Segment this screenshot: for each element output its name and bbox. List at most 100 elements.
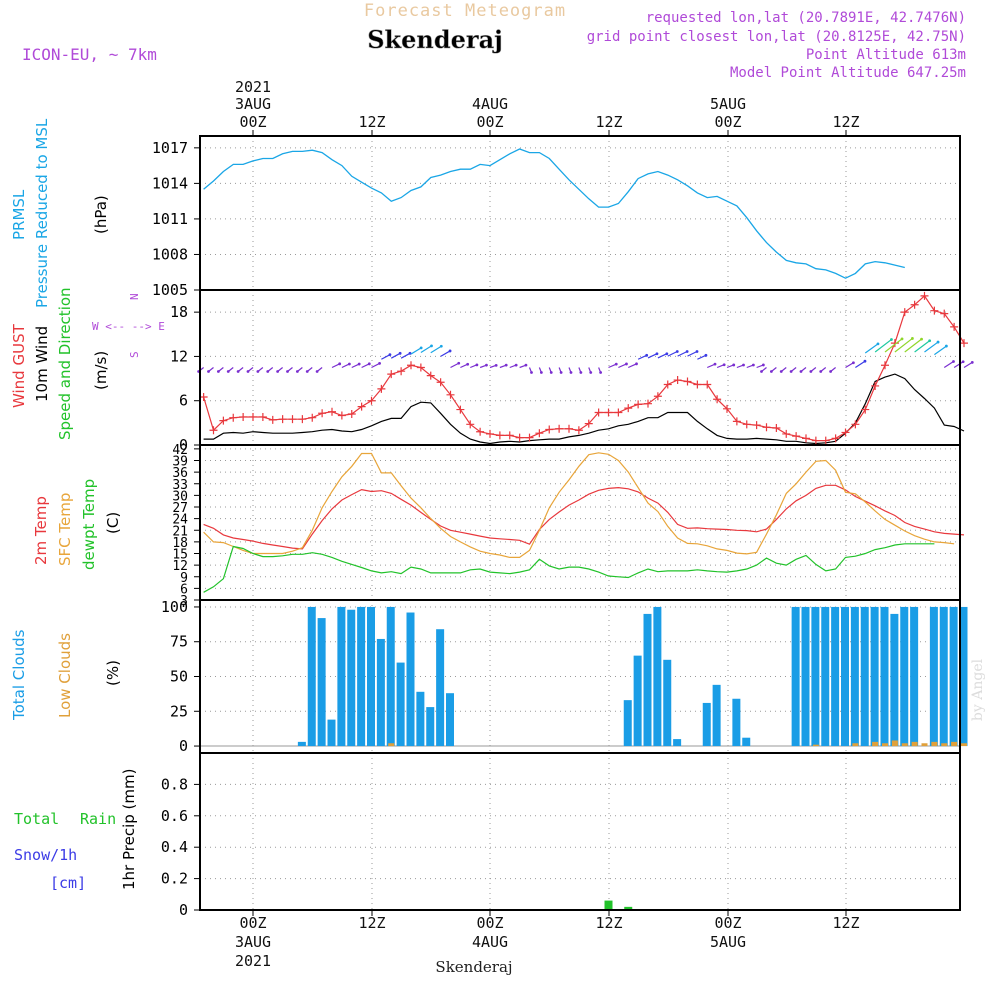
total-cloud-bar — [663, 659, 672, 747]
y-tick-label: 30 — [172, 489, 188, 504]
y-tick-label: 6 — [180, 582, 188, 597]
gust-marker — [584, 419, 593, 428]
gust-marker — [545, 425, 554, 434]
gust-marker — [663, 380, 672, 389]
wind-arrow-head — [920, 337, 923, 341]
bottom-year-label: 2021 — [235, 952, 271, 970]
gust-marker — [732, 417, 741, 426]
wind-arrow-head — [928, 339, 932, 343]
gust-marker — [782, 429, 791, 438]
gust-marker — [565, 424, 573, 433]
low-cloud-bar — [911, 741, 918, 747]
low-cloud-bar — [388, 743, 395, 747]
total-cloud-bar — [880, 606, 889, 747]
low-cloud-bar — [852, 743, 859, 747]
wind-arrow — [667, 350, 678, 357]
precip-total-label: Total — [14, 810, 59, 828]
wind-arrow-head — [819, 370, 823, 373]
wind-arrow-head — [829, 370, 833, 373]
total-cloud-bar — [870, 606, 879, 747]
total-cloud-bar — [959, 606, 968, 747]
wind-arrow — [855, 360, 866, 369]
y-tick-label: 100 — [161, 598, 188, 616]
y-tick-label: 1014 — [152, 174, 188, 192]
wind-arrow-head — [295, 370, 299, 373]
gust-marker — [653, 392, 662, 401]
wind-arrow-head — [751, 363, 755, 367]
compass-we: W <-- --> E — [92, 320, 165, 333]
sfc-temp-line — [203, 452, 955, 559]
wind-unit: (m/s) — [92, 351, 110, 390]
gust-marker — [367, 396, 376, 405]
y-tick-label: 15 — [172, 548, 188, 563]
gust-marker — [268, 415, 277, 424]
wind-arrow-head — [863, 359, 867, 363]
y-tick-label: 50 — [170, 668, 188, 686]
gust-marker — [229, 413, 238, 422]
pressure-side-labels: PRMSL Pressure Reduced to MSL (hPa) — [10, 118, 110, 308]
gust-marker — [614, 408, 623, 417]
low-cloud-bar — [872, 741, 879, 747]
wind-side-labels: Wind GUST 10m Wind Speed and Direction (… — [10, 287, 165, 440]
wind-arrow-head — [952, 360, 955, 363]
bottom-time-axis: 00Z 12Z 00Z 12Z 00Z 12Z 3AUG 4AUG 5AUG 2… — [235, 914, 860, 970]
total-cloud-bar — [821, 606, 830, 747]
wind-arrow — [963, 361, 973, 369]
wind-arrow-head — [419, 346, 423, 350]
low-cloud-bar — [921, 743, 928, 747]
wind-gust-line — [203, 294, 965, 442]
wind-arrow-head — [226, 370, 230, 373]
y-tick-label: 39 — [172, 455, 188, 470]
pressure-line — [203, 148, 905, 279]
gust-marker — [476, 427, 485, 436]
wind-arrow-head — [514, 363, 518, 367]
wind-arrow — [884, 338, 903, 353]
low-cloud-bar — [941, 743, 948, 747]
gust-marker — [555, 424, 564, 433]
total-cloud-bar — [929, 606, 938, 747]
pressure-unit: (hPa) — [92, 195, 110, 234]
footer-location: Skenderaj — [435, 958, 512, 976]
wind-arrow-head — [457, 361, 461, 365]
gust-marker — [861, 405, 870, 414]
gust-marker — [871, 381, 880, 390]
wind-arrow — [390, 352, 401, 359]
y-tick-label: 24 — [172, 513, 188, 528]
plot-layer: 1017101410111008100518126042393633302724… — [152, 130, 974, 919]
gust-marker — [634, 400, 643, 409]
temp-unit: (C) — [104, 512, 122, 534]
total-cloud-bar — [633, 655, 642, 747]
wind-arrow — [707, 363, 716, 369]
total-cloud-bar — [949, 606, 958, 747]
wind-arrow-head — [589, 371, 593, 374]
wind-arrow-head — [579, 371, 583, 374]
wind-arrow-head — [246, 370, 250, 373]
gust-marker — [466, 420, 475, 429]
wind-arrow — [924, 341, 939, 353]
wind-arrow-head — [530, 371, 533, 374]
dewpt-line — [203, 543, 935, 593]
gust-marker — [900, 308, 909, 317]
wind-arrow — [914, 340, 930, 353]
y-tick-label: 75 — [170, 633, 188, 651]
total-cloud-bar — [850, 606, 859, 747]
gust-marker — [693, 380, 702, 389]
wind-arrow — [934, 345, 947, 356]
requested-coords: requested lon,lat (20.7891E, 42.7476N) — [646, 10, 966, 26]
top-day-label: 4AUG — [472, 95, 508, 113]
gust-marker — [426, 371, 435, 380]
gust-marker — [407, 361, 415, 370]
wind-arrow-head — [504, 363, 508, 367]
y-tick-label: 3 — [180, 594, 188, 609]
panel-frame — [199, 752, 961, 911]
y-tick-label: 27 — [172, 501, 188, 516]
wind-arrow-head — [398, 351, 402, 355]
gust-marker — [298, 415, 307, 424]
temp2m-label: 2m Temp — [32, 496, 50, 565]
total-cloud-bar — [831, 606, 840, 747]
wind-arrow-head — [338, 362, 342, 366]
total-cloud-bar — [367, 606, 375, 747]
gust-marker — [387, 370, 396, 379]
gust-marker — [821, 436, 830, 445]
wind-arrow-head — [236, 370, 240, 373]
